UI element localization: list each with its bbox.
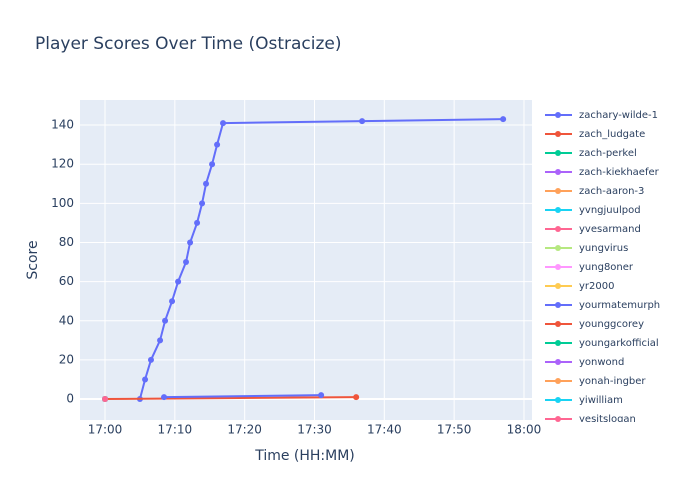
data-point — [142, 376, 149, 383]
legend-label: zach-kiekhaefer — [579, 167, 660, 178]
data-point — [147, 356, 154, 363]
legend-swatch-marker — [555, 131, 561, 137]
legend-label: yr2000 — [579, 281, 614, 292]
x-tick-label: 17:20 — [227, 423, 262, 437]
legend-swatch-marker — [555, 245, 561, 251]
legend-item[interactable]: zach_ludgate — [545, 129, 645, 140]
x-tick-label: 17:30 — [297, 423, 332, 437]
legend-item[interactable]: zachary-wilde-1 — [545, 110, 658, 121]
y-tick-label: 20 — [59, 352, 74, 366]
legend-item[interactable]: younggcorey — [545, 319, 644, 330]
legend-swatch-marker — [555, 207, 561, 213]
legend-label: zach_ludgate — [579, 129, 645, 140]
data-point — [169, 298, 176, 305]
data-point — [318, 392, 325, 399]
legend-label: yonwond — [579, 357, 624, 368]
y-axis-title: Score — [25, 240, 41, 279]
legend-label: yonah-ingber — [579, 376, 646, 387]
legend-item[interactable]: zach-aaron-3 — [545, 186, 644, 197]
y-tick-label: 40 — [59, 313, 74, 327]
legend-swatch-marker — [555, 302, 561, 308]
legend-label: yvesarmand — [579, 224, 641, 235]
chart-title: Player Scores Over Time (Ostracize) — [35, 34, 342, 54]
legend-item[interactable]: yonwond — [545, 357, 624, 368]
data-point — [157, 337, 164, 344]
data-point — [199, 200, 206, 207]
y-tick-label: 80 — [59, 235, 74, 249]
data-point — [353, 394, 360, 401]
legend-swatch-marker — [555, 340, 561, 346]
series-line — [105, 396, 357, 401]
legend-item[interactable]: yvesarmand — [545, 224, 641, 235]
plot-area — [80, 100, 532, 420]
legend-item[interactable]: yonah-ingber — [545, 376, 646, 387]
legend-swatch-marker — [555, 169, 561, 175]
legend-item[interactable]: zach-perkel — [545, 148, 637, 159]
legend-item[interactable]: yourmatemurph — [545, 300, 660, 311]
legend-label: yiwilliam — [579, 395, 623, 406]
legend-label: yung8oner — [579, 262, 634, 273]
legend-label: zachary-wilde-1 — [579, 110, 658, 121]
legend-item[interactable]: yiwilliam — [545, 395, 623, 406]
legend-item[interactable]: yvngjuulpod — [545, 205, 641, 216]
legend-item[interactable]: yr2000 — [545, 281, 614, 292]
data-point — [162, 317, 169, 324]
legend-swatch-marker — [555, 188, 561, 194]
legend-swatch-marker — [555, 283, 561, 289]
data-point — [359, 118, 366, 125]
legend-label: zach-aaron-3 — [579, 186, 644, 197]
legend-swatch-marker — [555, 359, 561, 365]
legend-label: yvngjuulpod — [579, 205, 641, 216]
data-point — [203, 180, 210, 187]
y-tick-label: 140 — [51, 118, 74, 132]
data-point — [214, 141, 221, 148]
legend-item[interactable]: zach-kiekhaefer — [545, 167, 660, 178]
x-axis-title: Time (HH:MM) — [254, 448, 355, 464]
legend-swatch-marker — [555, 397, 561, 403]
y-tick-label: 60 — [59, 274, 74, 288]
legend-swatch-marker — [555, 226, 561, 232]
data-point — [209, 161, 216, 168]
legend-swatch-marker — [555, 378, 561, 384]
data-point — [175, 278, 182, 285]
legend-swatch-marker — [555, 321, 561, 327]
legend-label: yungvirus — [579, 243, 628, 254]
legend-swatch-marker — [555, 112, 561, 118]
legend-label: yourmatemurph — [579, 300, 660, 311]
y-tick-label: 120 — [51, 157, 74, 171]
x-tick-label: 17:00 — [88, 423, 123, 437]
data-point — [161, 394, 168, 401]
legend-item[interactable]: youngarkofficial — [545, 338, 659, 349]
legend-swatch-marker — [555, 416, 561, 422]
data-point — [220, 120, 227, 127]
y-tick-label: 100 — [51, 196, 74, 210]
series-line — [164, 394, 322, 399]
y-tick-label: 0 — [66, 392, 74, 406]
x-tick-label: 18:00 — [507, 423, 542, 437]
data-point — [183, 259, 190, 266]
legend-swatch-marker — [555, 150, 561, 156]
legend-label: yesitslogan — [579, 414, 636, 425]
data-point — [102, 396, 109, 403]
data-point — [500, 116, 507, 123]
x-tick-label: 17:50 — [437, 423, 472, 437]
legend-label: zach-perkel — [579, 148, 637, 159]
legend-label: younggcorey — [579, 319, 644, 330]
data-point — [187, 239, 194, 246]
legend-item[interactable]: yungvirus — [545, 243, 628, 254]
legend-item[interactable]: yesitslogan — [545, 414, 636, 425]
legend-label: youngarkofficial — [579, 338, 659, 349]
data-point — [194, 219, 201, 226]
x-tick-label: 17:10 — [158, 423, 193, 437]
legend-swatch-marker — [555, 264, 561, 270]
x-tick-label: 17:40 — [367, 423, 402, 437]
legend-item[interactable]: yung8oner — [545, 262, 634, 273]
